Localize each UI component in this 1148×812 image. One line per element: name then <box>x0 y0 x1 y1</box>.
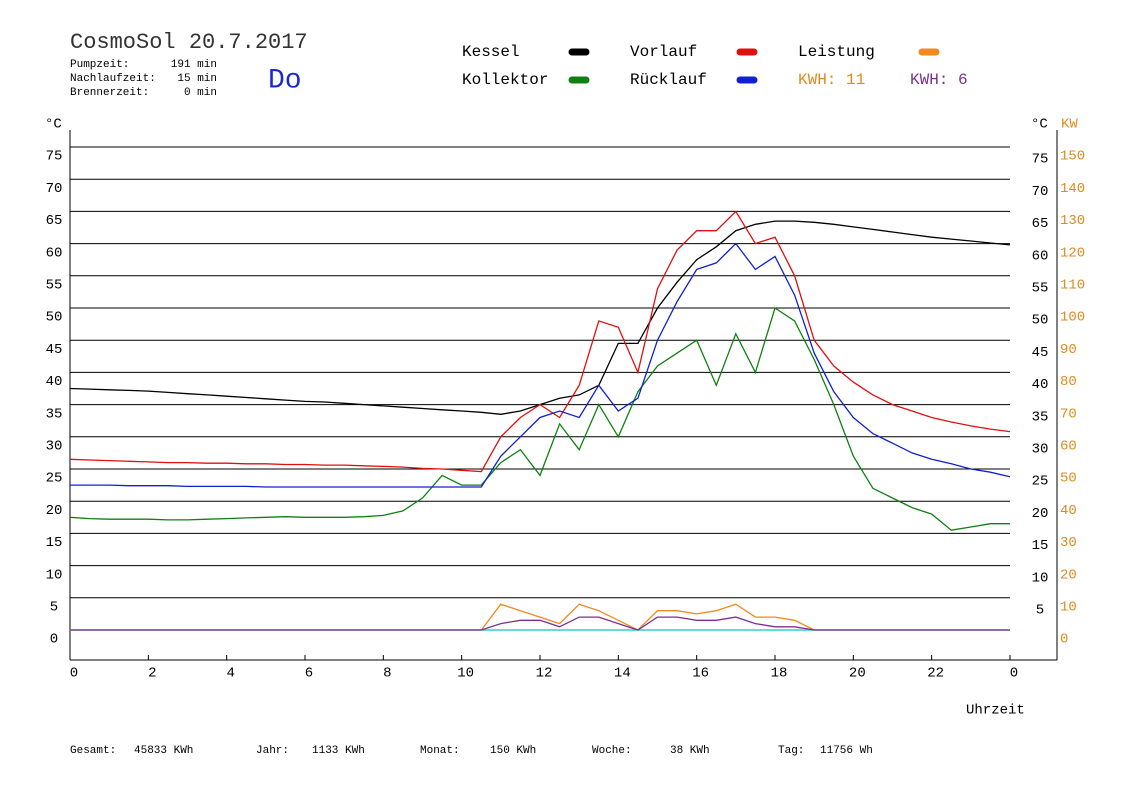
y2-tick-label: 0 <box>1060 632 1068 648</box>
chart-title: CosmoSol 20.7.2017 <box>70 30 308 55</box>
y-right-tick-label: 15 <box>1032 538 1049 554</box>
x-tick-label: 18 <box>771 666 788 682</box>
y-tick-label: 25 <box>46 471 63 487</box>
x-tick-label: 12 <box>536 666 553 682</box>
x-tick-label: 22 <box>927 666 944 682</box>
info-label: Brennerzeit: <box>70 87 149 99</box>
info-value: 191 min <box>171 59 217 71</box>
series-line <box>69 210 1011 473</box>
footer-label: Tag: <box>778 745 804 757</box>
legend-label: Kollektor <box>462 71 548 89</box>
y2-tick-label: 50 <box>1060 471 1077 487</box>
y-right-tick-label: 25 <box>1032 474 1049 490</box>
y2-tick-label: 70 <box>1060 406 1077 422</box>
y-tick-label: 5 <box>50 600 58 616</box>
y-right-tick-label: 45 <box>1032 345 1049 361</box>
x-tick-label: 0 <box>70 666 78 682</box>
y-axis-label: °C <box>45 117 62 133</box>
y-tick-label: 50 <box>46 310 63 326</box>
info-label: Pumpzeit: <box>70 59 129 71</box>
y2-tick-label: 20 <box>1060 567 1077 583</box>
x-tick-label: 14 <box>614 666 631 682</box>
x-tick-label: 4 <box>226 666 234 682</box>
y-tick-label: 75 <box>46 149 63 165</box>
y-right-axis-label: °C <box>1031 117 1048 133</box>
y2-tick-label: 80 <box>1060 374 1077 390</box>
y-tick-label: 35 <box>46 406 63 422</box>
series-line <box>69 220 1011 415</box>
y-tick-label: 40 <box>46 374 63 390</box>
y2-tick-label: 120 <box>1060 245 1085 261</box>
y2-tick-label: 110 <box>1060 278 1085 294</box>
legend-label: Kessel <box>462 43 520 61</box>
info-value: 0 min <box>184 87 217 99</box>
y-right-tick-label: 30 <box>1032 442 1049 458</box>
footer-value: 45833 KWh <box>134 745 193 757</box>
y-right-tick-label: 35 <box>1032 409 1049 425</box>
day-label: Do <box>268 65 302 96</box>
series-line <box>70 603 1010 631</box>
y-tick-label: 65 <box>46 213 63 229</box>
x-tick-label: 20 <box>849 666 866 682</box>
legend-label: Vorlauf <box>630 43 697 61</box>
y-tick-label: 45 <box>46 342 63 358</box>
footer-value: 38 KWh <box>670 745 710 757</box>
y-tick-label: 20 <box>46 503 63 519</box>
y2-tick-label: 100 <box>1060 310 1085 326</box>
y2-tick-label: 150 <box>1060 149 1085 165</box>
footer-value: 150 KWh <box>490 745 536 757</box>
y2-tick-label: 130 <box>1060 213 1085 229</box>
kwh-label: KWH: 6 <box>910 71 968 89</box>
legend-label: Leistung <box>798 43 875 61</box>
info-value: 15 min <box>177 73 217 85</box>
y-right-tick-label: 60 <box>1032 248 1049 264</box>
y-tick-label: 10 <box>46 567 63 583</box>
series-line <box>69 306 1010 531</box>
y2-tick-label: 90 <box>1060 342 1077 358</box>
y2-tick-label: 40 <box>1060 503 1077 519</box>
kwh-label: KWH: 11 <box>798 71 865 89</box>
y-right-tick-label: 10 <box>1032 570 1049 586</box>
y-right-tick-label: 65 <box>1032 216 1049 232</box>
footer-value: 1133 KWh <box>312 745 365 757</box>
y-tick-label: 70 <box>46 181 63 197</box>
y-tick-label: 0 <box>50 632 58 648</box>
footer-label: Jahr: <box>256 745 289 757</box>
y-right-tick-label: 5 <box>1036 603 1044 619</box>
y2-tick-label: 10 <box>1060 600 1077 616</box>
footer-value: 11756 Wh <box>820 745 873 757</box>
x-tick-label: 6 <box>305 666 313 682</box>
y-right-tick-label: 70 <box>1032 184 1049 200</box>
x-tick-label: 8 <box>383 666 391 682</box>
series-line <box>70 616 1010 631</box>
y2-axis-label: KW <box>1061 117 1078 133</box>
y-right-tick-label: 20 <box>1032 506 1049 522</box>
x-tick-label: 16 <box>692 666 709 682</box>
y-tick-label: 15 <box>46 535 63 551</box>
y-tick-label: 60 <box>46 245 63 261</box>
y-right-tick-label: 40 <box>1032 377 1049 393</box>
x-tick-label: 0 <box>1010 666 1018 682</box>
info-label: Nachlaufzeit: <box>70 73 156 85</box>
footer-label: Gesamt: <box>70 745 116 757</box>
x-tick-label: 2 <box>148 666 156 682</box>
footer-label: Monat: <box>420 745 460 757</box>
x-tick-label: 10 <box>457 666 474 682</box>
y2-tick-label: 30 <box>1060 535 1077 551</box>
y-tick-label: 30 <box>46 439 63 455</box>
y2-tick-label: 60 <box>1060 439 1077 455</box>
y2-tick-label: 140 <box>1060 181 1085 197</box>
legend-label: Rücklauf <box>630 71 707 89</box>
y-right-tick-label: 50 <box>1032 313 1049 329</box>
y-right-tick-label: 75 <box>1032 152 1049 168</box>
x-axis-label: Uhrzeit <box>966 703 1025 719</box>
footer-label: Woche: <box>592 745 632 757</box>
y-right-tick-label: 55 <box>1032 281 1049 297</box>
y-tick-label: 55 <box>46 278 63 294</box>
series-line <box>70 242 1011 488</box>
